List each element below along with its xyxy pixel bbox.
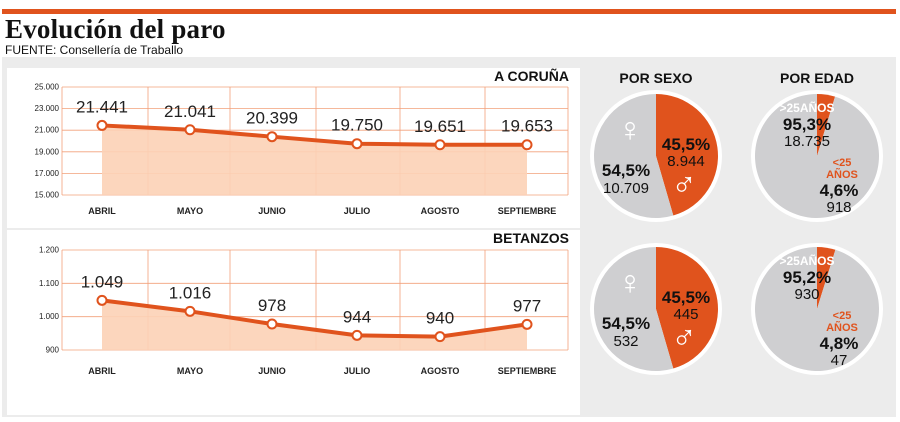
coruna-age-slice-mayores [754, 94, 879, 218]
coruna-data-label: 21.441 [76, 97, 128, 116]
betanzos-data-point [434, 331, 446, 343]
betanzos-y-tick-label: 900 [46, 346, 60, 355]
betanzos-sex-slice-mujeres [594, 247, 674, 371]
betanzos-data-label: 940 [426, 309, 454, 328]
coruna-age-under25-label: AÑOS [826, 168, 858, 181]
coruna-sex-male-symbol-icon: ♂ [671, 166, 697, 204]
coruna-sex-female-percent: 54,5% [602, 161, 650, 180]
coruna-age-over25-label: >25AÑOS [779, 100, 834, 115]
betanzos-series-line [101, 298, 528, 339]
betanzos-data-point [96, 294, 108, 306]
coruna-sex-slice-mujeres [594, 94, 674, 218]
betanzos-data-point [521, 318, 533, 330]
coruna-data-point [184, 124, 196, 136]
coruna-x-tick-label: AGOSTO [421, 206, 460, 216]
coruna-age-over25-value: 18.735 [784, 133, 830, 150]
betanzos-x-tick-label: AGOSTO [421, 366, 460, 376]
betanzos-x-tick-label: ABRIL [88, 366, 116, 376]
betanzos-data-label: 977 [513, 296, 541, 315]
coruna-y-tick-label: 23.000 [35, 104, 60, 113]
betanzos-sex-slice-hombres [656, 247, 718, 369]
coruna-data-point [266, 131, 278, 143]
coruna-x-tick-label: JUNIO [258, 206, 286, 216]
betanzos-y-tick-label: 1.000 [39, 312, 60, 321]
coruna-series-line [101, 123, 528, 147]
betanzos-age-under25-label: AÑOS [826, 321, 858, 334]
betanzos-data-point [351, 329, 363, 341]
coruna-data-label: 19.750 [331, 116, 383, 135]
betanzos-data-point [266, 318, 278, 330]
coruna-sex-female-symbol-icon: ♀ [617, 111, 643, 149]
coruna-y-tick-label: 19.000 [35, 147, 60, 156]
coruna-chart-title: A CORUÑA [494, 67, 569, 84]
coruna-sex-slice-hombres [656, 94, 718, 216]
coruna-x-tick-label: ABRIL [88, 206, 116, 216]
coruna-age-under25-percent: 4,6% [820, 181, 859, 200]
betanzos-sex-male-value: 445 [673, 306, 698, 323]
betanzos-chart-background [7, 230, 580, 415]
coruna-age-chart-title: POR EDAD [780, 70, 854, 86]
betanzos-age-under25-percent: 4,8% [820, 334, 859, 353]
coruna-data-point [521, 139, 533, 151]
coruna-data-label: 20.399 [246, 109, 298, 128]
coruna-x-tick-label: MAYO [177, 206, 203, 216]
coruna-age-under25-value: 918 [826, 199, 851, 216]
header-accent-bar [2, 9, 896, 14]
coruna-x-tick-label: SEPTIEMBRE [498, 206, 557, 216]
betanzos-x-tick-label: JUNIO [258, 366, 286, 376]
coruna-data-label: 21.041 [164, 102, 216, 121]
betanzos-age-over25-label: >25AÑOS [779, 253, 834, 268]
betanzos-sex-male-percent: 45,5% [662, 288, 710, 307]
betanzos-age-slice-mayores [755, 247, 880, 371]
betanzos-age-under25-value: 47 [831, 352, 848, 369]
betanzos-data-label: 978 [258, 296, 286, 315]
coruna-age-slice-menores [817, 94, 836, 156]
betanzos-chart-title: BETANZOS [493, 230, 569, 246]
coruna-data-point [96, 119, 108, 131]
coruna-data-point [351, 138, 363, 150]
betanzos-data-label: 1.016 [169, 283, 212, 302]
betanzos-data-label: 1.049 [81, 272, 124, 291]
coruna-y-tick-label: 15.000 [35, 191, 60, 200]
source-note: FUENTE: Consellería de Traballo [5, 43, 184, 57]
coruna-sex-male-percent: 45,5% [662, 135, 710, 154]
betanzos-x-tick-label: SEPTIEMBRE [498, 366, 557, 376]
betanzos-sex-female-symbol-icon: ♀ [617, 264, 643, 302]
charts-canvas: 15.000 17.000 19.000 21.000 23.000 25.000 21.4… [7, 67, 883, 415]
betanzos-sex-female-percent: 54,5% [602, 314, 650, 333]
coruna-y-tick-label: 17.000 [35, 169, 60, 178]
charts-panel: 15.000 17.000 19.000 21.000 23.000 25.000 21.4… [2, 57, 896, 417]
betanzos-sex-male-symbol-icon: ♂ [671, 319, 697, 357]
coruna-y-tick-label: 21.000 [35, 126, 60, 135]
betanzos-age-over25-value: 930 [794, 286, 819, 303]
coruna-y-tick-label: 25.000 [35, 83, 60, 92]
coruna-age-under25-label: <25 [833, 157, 852, 169]
betanzos-x-tick-label: MAYO [177, 366, 203, 376]
coruna-data-label: 19.651 [414, 117, 466, 136]
betanzos-age-under25-label: <25 [833, 310, 852, 322]
coruna-x-tick-label: JULIO [344, 206, 371, 216]
betanzos-x-tick-label: JULIO [344, 366, 371, 376]
coruna-sex-male-value: 8.944 [667, 153, 705, 170]
betanzos-sex-female-value: 532 [613, 333, 638, 350]
betanzos-data-label: 944 [343, 307, 371, 326]
page-title: Evolución del paro [5, 14, 226, 44]
betanzos-y-tick-label: 1.200 [39, 246, 60, 255]
coruna-sex-female-value: 10.709 [603, 180, 649, 197]
betanzos-y-tick-label: 1.100 [39, 279, 60, 288]
coruna-data-label: 19.653 [501, 117, 553, 136]
betanzos-age-slice-menores [817, 246, 836, 309]
coruna-data-point [434, 139, 446, 151]
coruna-area [102, 125, 527, 195]
coruna-sex-chart-title: POR SEXO [619, 70, 692, 86]
betanzos-age-over25-percent: 95,2% [783, 268, 831, 287]
coruna-age-over25-percent: 95,3% [783, 115, 831, 134]
betanzos-data-point [184, 305, 196, 317]
